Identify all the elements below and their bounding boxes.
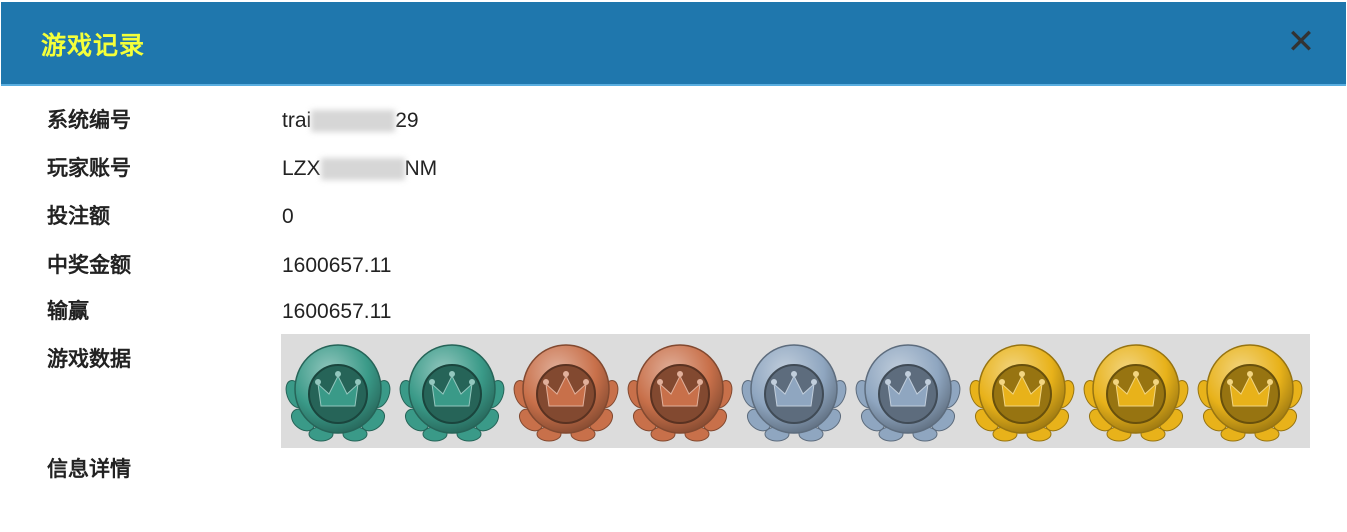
field-value: trai 29	[282, 106, 419, 136]
medal-gold-icon	[1193, 334, 1307, 448]
game-data-medals	[281, 334, 1310, 448]
value-prefix: LZX	[282, 157, 321, 180]
field-label: 输赢	[47, 300, 89, 323]
field-label: 系统编号	[47, 109, 131, 132]
close-icon[interactable]: ✕	[1286, 23, 1316, 61]
field-label: 游戏数据	[47, 348, 131, 371]
field-value: 0	[282, 205, 294, 228]
field-label: 投注额	[47, 205, 110, 228]
field-label: 玩家账号	[47, 157, 131, 180]
medal-teal-icon	[395, 334, 509, 448]
value-suffix: NM	[404, 157, 438, 180]
medal-gold-icon	[965, 334, 1079, 448]
value-prefix: trai	[282, 109, 312, 132]
value-suffix: 29	[395, 109, 419, 132]
medal-gold-icon	[1079, 334, 1193, 448]
redacted-blur	[320, 158, 405, 181]
medal-silver-icon	[737, 334, 851, 448]
medal-teal-icon	[281, 334, 395, 448]
dialog-title: 游戏记录	[41, 32, 146, 60]
medal-silver-icon	[851, 334, 965, 448]
field-label: 信息详情	[47, 458, 131, 481]
redacted-blur	[311, 110, 396, 133]
medal-bronze-icon	[623, 334, 737, 448]
medal-bronze-icon	[509, 334, 623, 448]
field-value: 1600657.11	[282, 300, 392, 323]
field-value: LZX NM	[282, 154, 437, 184]
field-label: 中奖金额	[47, 254, 131, 277]
field-value: 1600657.11	[282, 254, 392, 277]
dialog-header: 游戏记录 ✕	[1, 2, 1346, 86]
